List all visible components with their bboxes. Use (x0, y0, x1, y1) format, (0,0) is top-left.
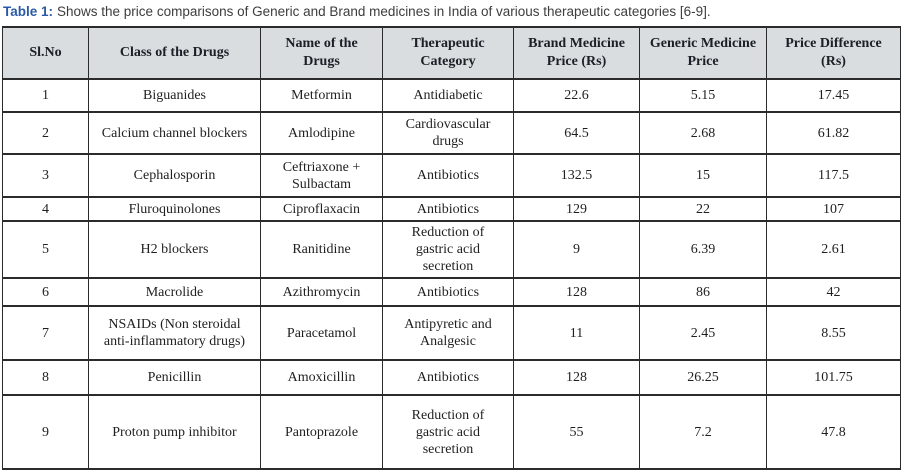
table-cell: 86 (639, 277, 767, 307)
header-cell-brand-price: Brand Medicine Price (Rs) (513, 26, 640, 80)
table-cell: 8.55 (766, 305, 901, 361)
table-cell: Reduction of gastric acid secretion (382, 394, 514, 470)
table-cell: 64.5 (513, 111, 640, 155)
table-cell: Biguanides (88, 78, 261, 113)
table-cell: 107 (766, 196, 901, 222)
table-cell: Amlodipine (260, 111, 383, 155)
table-cell: 4 (2, 196, 89, 222)
table-cell: Metformin (260, 78, 383, 113)
table-row: 6 Macrolide Azithromycin Antibiotics 128… (2, 277, 901, 307)
table-cell: Antipyretic and Analgesic (382, 305, 514, 361)
table-cell: 55 (513, 394, 640, 470)
table-cell: 6.39 (639, 220, 767, 279)
table-cell: 129 (513, 196, 640, 222)
table-cell: Reduction of gastric acid secretion (382, 220, 514, 279)
table-cell: 2.61 (766, 220, 901, 279)
table-cell: Penicillin (88, 359, 261, 396)
table-cell: H2 blockers (88, 220, 261, 279)
table-cell: 47.8 (766, 394, 901, 470)
table-cell: 26.25 (639, 359, 767, 396)
header-row: Sl.No Class of the Drugs Name of the Dru… (2, 26, 901, 80)
table-row: 5 H2 blockers Ranitidine Reduction of ga… (2, 220, 901, 279)
table-caption-text: Shows the price comparisons of Generic a… (57, 4, 711, 19)
table-cell: 3 (2, 153, 89, 198)
table-cell: 101.75 (766, 359, 901, 396)
header-cell-price-diff: Price Difference (Rs) (766, 26, 901, 80)
table-cell: Antibiotics (382, 153, 514, 198)
table-cell: 128 (513, 359, 640, 396)
table-cell: NSAIDs (Non steroidal anti-inflammatory … (88, 305, 261, 361)
price-comparison-table: Sl.No Class of the Drugs Name of the Dru… (2, 26, 901, 470)
table-cell: Ciproflaxacin (260, 196, 383, 222)
table-cell: 15 (639, 153, 767, 198)
table-cell: 61.82 (766, 111, 901, 155)
table-cell: Antibiotics (382, 359, 514, 396)
table-cell: Calcium channel blockers (88, 111, 261, 155)
header-cell-class: Class of the Drugs (88, 26, 261, 80)
table-row: 2 Calcium channel blockers Amlodipine Ca… (2, 111, 901, 155)
table-cell: Antibiotics (382, 277, 514, 307)
table-cell: 7.2 (639, 394, 767, 470)
header-cell-name: Name of the Drugs (260, 26, 383, 80)
table-cell: Paracetamol (260, 305, 383, 361)
header-cell-category: Therapeutic Category (382, 26, 514, 80)
table-cell: 128 (513, 277, 640, 307)
table-cell: Azithromycin (260, 277, 383, 307)
table-cell: 5 (2, 220, 89, 279)
table-cell: 132.5 (513, 153, 640, 198)
table-cell: Cardiovascular drugs (382, 111, 514, 155)
table-cell: 2.45 (639, 305, 767, 361)
table-cell: 17.45 (766, 78, 901, 113)
table-caption: Table 1: Shows the price comparisons of G… (3, 3, 901, 21)
table-cell: Macrolide (88, 277, 261, 307)
table-cell: 117.5 (766, 153, 901, 198)
table-cell: Proton pump inhibitor (88, 394, 261, 470)
table-row: 4 Fluroquinolones Ciproflaxacin Antibiot… (2, 196, 901, 222)
table-row: 3 Cephalosporin Ceftriaxone + Sulbactam … (2, 153, 901, 198)
table-cell: 2 (2, 111, 89, 155)
table-cell: 6 (2, 277, 89, 307)
table-cell: 9 (513, 220, 640, 279)
table-cell: 2.68 (639, 111, 767, 155)
table-cell: Antibiotics (382, 196, 514, 222)
table-cell: Ceftriaxone + Sulbactam (260, 153, 383, 198)
header-cell-slno: Sl.No (2, 26, 89, 80)
table-row: 9 Proton pump inhibitor Pantoprazole Red… (2, 394, 901, 470)
table-cell: 1 (2, 78, 89, 113)
table-row: 8 Penicillin Amoxicillin Antibiotics 128… (2, 359, 901, 396)
table-cell: 5.15 (639, 78, 767, 113)
table-cell: 22.6 (513, 78, 640, 113)
table-row: 7 NSAIDs (Non steroidal anti-inflammator… (2, 305, 901, 361)
table-row: 1 Biguanides Metformin Antidiabetic 22.6… (2, 78, 901, 113)
header-cell-generic-price: Generic Medicine Price (639, 26, 767, 80)
table-caption-label: Table 1: (3, 4, 54, 19)
table-cell: 22 (639, 196, 767, 222)
table-cell: 9 (2, 394, 89, 470)
table-cell: Fluroquinolones (88, 196, 261, 222)
table-cell: 42 (766, 277, 901, 307)
table-cell: Antidiabetic (382, 78, 514, 113)
table-cell: Amoxicillin (260, 359, 383, 396)
table-cell: 7 (2, 305, 89, 361)
table-cell: 11 (513, 305, 640, 361)
table-cell: 8 (2, 359, 89, 396)
table-cell: Pantoprazole (260, 394, 383, 470)
table-cell: Cephalosporin (88, 153, 261, 198)
table-cell: Ranitidine (260, 220, 383, 279)
